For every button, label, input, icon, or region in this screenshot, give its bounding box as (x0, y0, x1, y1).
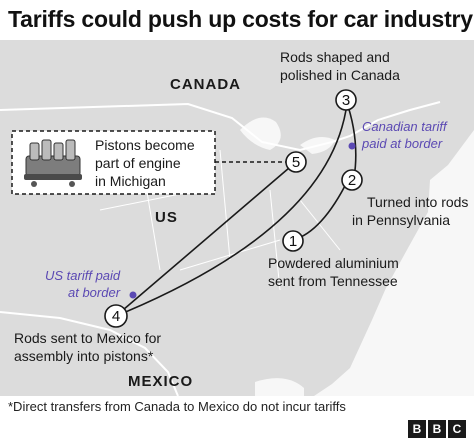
great-lakes (240, 117, 281, 150)
route-segment-4-5 (115, 161, 297, 317)
canadian-tariff-label-line-1: Canadian tariff (362, 119, 448, 134)
bbc-logo-letter: B (428, 420, 446, 438)
step-4-label-line-1: Rods sent to Mexico for (14, 330, 161, 346)
step-3-label-line-1: Rods shaped and (280, 49, 390, 65)
step-number-4: 4 (112, 308, 120, 325)
region-label-canada: CANADA (170, 76, 241, 93)
step-number-1: 1 (289, 233, 297, 250)
bbc-logo: B B C (408, 420, 466, 438)
brand-bar: B B C (0, 418, 474, 440)
step-1-label-line-1: Powdered aluminium (268, 255, 399, 271)
step-2-label-line-1: Turned into rods (367, 194, 468, 210)
step-2-label-line-2: in Pennsylvania (352, 212, 450, 228)
step-3-label-line-2: polished in Canada (280, 67, 400, 83)
us-tariff-label-line-1: US tariff paid (45, 268, 121, 283)
engine-pistons-icon (24, 139, 82, 187)
step-4-label-line-2: assembly into pistons* (14, 348, 154, 364)
step-number-2: 2 (348, 172, 356, 189)
map-title: Tariffs could push up costs for car indu… (8, 6, 473, 32)
us-tariff-marker (129, 291, 137, 299)
route-map: CANADA US MEXICO 1 2 3 4 5 Powdered alum… (0, 40, 474, 396)
step-marker-2 (341, 169, 363, 191)
footnote: *Direct transfers from Canada to Mexico … (8, 399, 346, 414)
step-5-label-line-3: in Michigan (95, 173, 166, 189)
us-canada-border (0, 101, 441, 152)
bbc-logo-letter: C (448, 420, 466, 438)
region-label-us: US (155, 209, 178, 226)
region-label-mexico: MEXICO (128, 373, 193, 390)
state-borders (99, 149, 341, 291)
step-1-label-line-2: sent from Tennessee (268, 273, 398, 289)
canadian-tariff-marker (348, 142, 356, 150)
step-number-3: 3 (342, 92, 350, 109)
canadian-tariff-label-line-2: paid at border (361, 136, 443, 151)
step-marker-3 (335, 89, 357, 111)
us-mexico-border (0, 311, 179, 396)
us-tariff-label-line-2: at border (68, 285, 121, 300)
step-marker-4 (104, 304, 128, 328)
bbc-logo-letter: B (408, 420, 426, 438)
step-marker-1 (282, 230, 304, 252)
step-5-label-line-1: Pistons become (95, 137, 195, 153)
route-segment-3-4 (115, 109, 347, 317)
step-number-5: 5 (292, 154, 300, 171)
step-5-label-line-2: part of engine (95, 155, 181, 171)
gulf-of-mexico (255, 378, 304, 396)
